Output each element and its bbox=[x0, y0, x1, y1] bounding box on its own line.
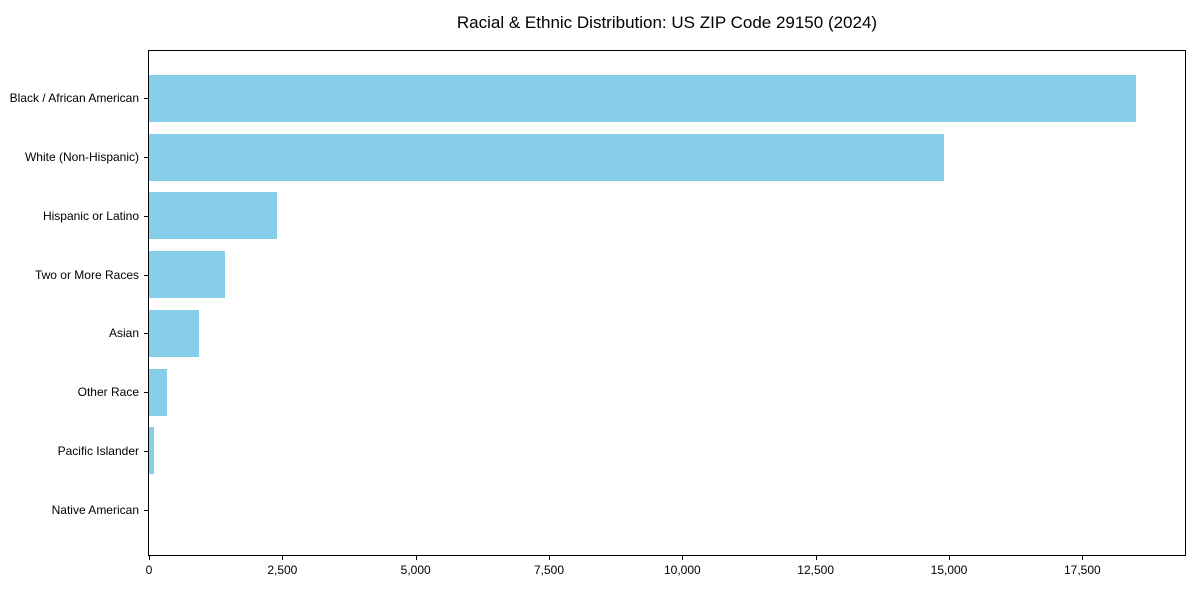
x-tick-mark bbox=[1082, 556, 1084, 560]
y-tick-mark bbox=[144, 392, 148, 394]
bar-row bbox=[149, 187, 1185, 246]
y-tick-mark bbox=[144, 215, 148, 217]
bar-asian bbox=[149, 309, 200, 357]
bar-pacific-islander bbox=[149, 427, 154, 475]
x-tick-label: 17,500 bbox=[1063, 563, 1101, 577]
y-tick-mark bbox=[144, 450, 148, 452]
x-tick-label: 2,500 bbox=[267, 563, 298, 577]
y-tick-mark bbox=[144, 333, 148, 335]
x-tick-label: 0 bbox=[145, 563, 153, 577]
bar-row bbox=[149, 480, 1185, 539]
x-tick-mark bbox=[282, 556, 284, 560]
plot-area bbox=[148, 50, 1186, 556]
bar-row bbox=[149, 304, 1185, 363]
bar-row bbox=[149, 69, 1185, 128]
x-tick-label: 10,000 bbox=[663, 563, 701, 577]
x-tick-mark bbox=[682, 556, 684, 560]
x-tick-mark bbox=[949, 556, 950, 560]
y-tick-mark bbox=[144, 509, 148, 511]
x-tick-mark bbox=[549, 556, 550, 560]
chart-title: Racial & Ethnic Distribution: US ZIP Cod… bbox=[456, 13, 878, 32]
bar-white-non-hispanic bbox=[149, 133, 944, 181]
bar-row bbox=[149, 128, 1185, 187]
bar-row bbox=[149, 363, 1185, 422]
y-tick-label: Hispanic or Latino bbox=[42, 208, 139, 223]
bar-row bbox=[149, 245, 1185, 304]
bar-hispanic-or-latino bbox=[149, 192, 277, 240]
x-tick-label: 15,000 bbox=[930, 563, 968, 577]
y-tick-label: Two or More Races bbox=[34, 267, 139, 282]
y-tick-label: Black / African American bbox=[9, 91, 139, 106]
y-tick-label: Other Race bbox=[77, 385, 139, 400]
y-tick-label: Pacific Islander bbox=[57, 443, 139, 458]
x-tick-mark bbox=[149, 556, 150, 560]
bar-other-race bbox=[149, 368, 167, 416]
x-tick-label: 7,500 bbox=[533, 563, 565, 577]
bars-container bbox=[149, 51, 1185, 555]
y-tick-mark bbox=[144, 157, 148, 159]
y-tick-mark bbox=[144, 98, 148, 100]
y-tick-label: Asian bbox=[108, 326, 139, 341]
y-tick-label: Native American bbox=[51, 502, 139, 517]
x-tick-mark bbox=[415, 556, 417, 560]
x-tick-mark bbox=[815, 556, 817, 560]
bar-row bbox=[149, 422, 1185, 481]
y-tick-label: White (Non-Hispanic) bbox=[24, 150, 139, 165]
bar-two-or-more-races bbox=[149, 251, 225, 299]
bar-black-african-american bbox=[149, 74, 1136, 122]
y-tick-mark bbox=[144, 274, 148, 276]
x-tick-label: 5,000 bbox=[400, 563, 431, 577]
x-tick-label: 12,500 bbox=[797, 563, 834, 577]
